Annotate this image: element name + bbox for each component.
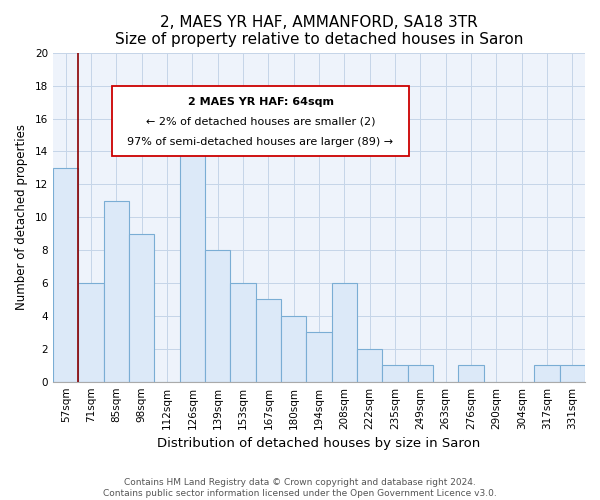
Bar [129, 234, 154, 382]
X-axis label: Distribution of detached houses by size in Saron: Distribution of detached houses by size … [157, 437, 481, 450]
Bar [407, 365, 433, 382]
Bar [104, 201, 129, 382]
Bar [382, 365, 407, 382]
Bar [53, 168, 79, 382]
Text: 2 MAES YR HAF: 64sqm: 2 MAES YR HAF: 64sqm [188, 97, 334, 107]
Y-axis label: Number of detached properties: Number of detached properties [15, 124, 28, 310]
Bar [281, 316, 307, 382]
Bar [256, 300, 281, 382]
Bar [79, 283, 104, 382]
Bar [205, 250, 230, 382]
Bar [357, 349, 382, 382]
Bar [332, 283, 357, 382]
Bar [560, 365, 585, 382]
Text: 97% of semi-detached houses are larger (89) →: 97% of semi-detached houses are larger (… [127, 136, 394, 146]
Bar [458, 365, 484, 382]
Title: 2, MAES YR HAF, AMMANFORD, SA18 3TR
Size of property relative to detached houses: 2, MAES YR HAF, AMMANFORD, SA18 3TR Size… [115, 15, 523, 48]
Bar [180, 118, 205, 382]
Bar [307, 332, 332, 382]
Text: ← 2% of detached houses are smaller (2): ← 2% of detached houses are smaller (2) [146, 117, 375, 127]
Bar [230, 283, 256, 382]
Text: Contains HM Land Registry data © Crown copyright and database right 2024.
Contai: Contains HM Land Registry data © Crown c… [103, 478, 497, 498]
FancyBboxPatch shape [112, 86, 409, 156]
Bar [535, 365, 560, 382]
